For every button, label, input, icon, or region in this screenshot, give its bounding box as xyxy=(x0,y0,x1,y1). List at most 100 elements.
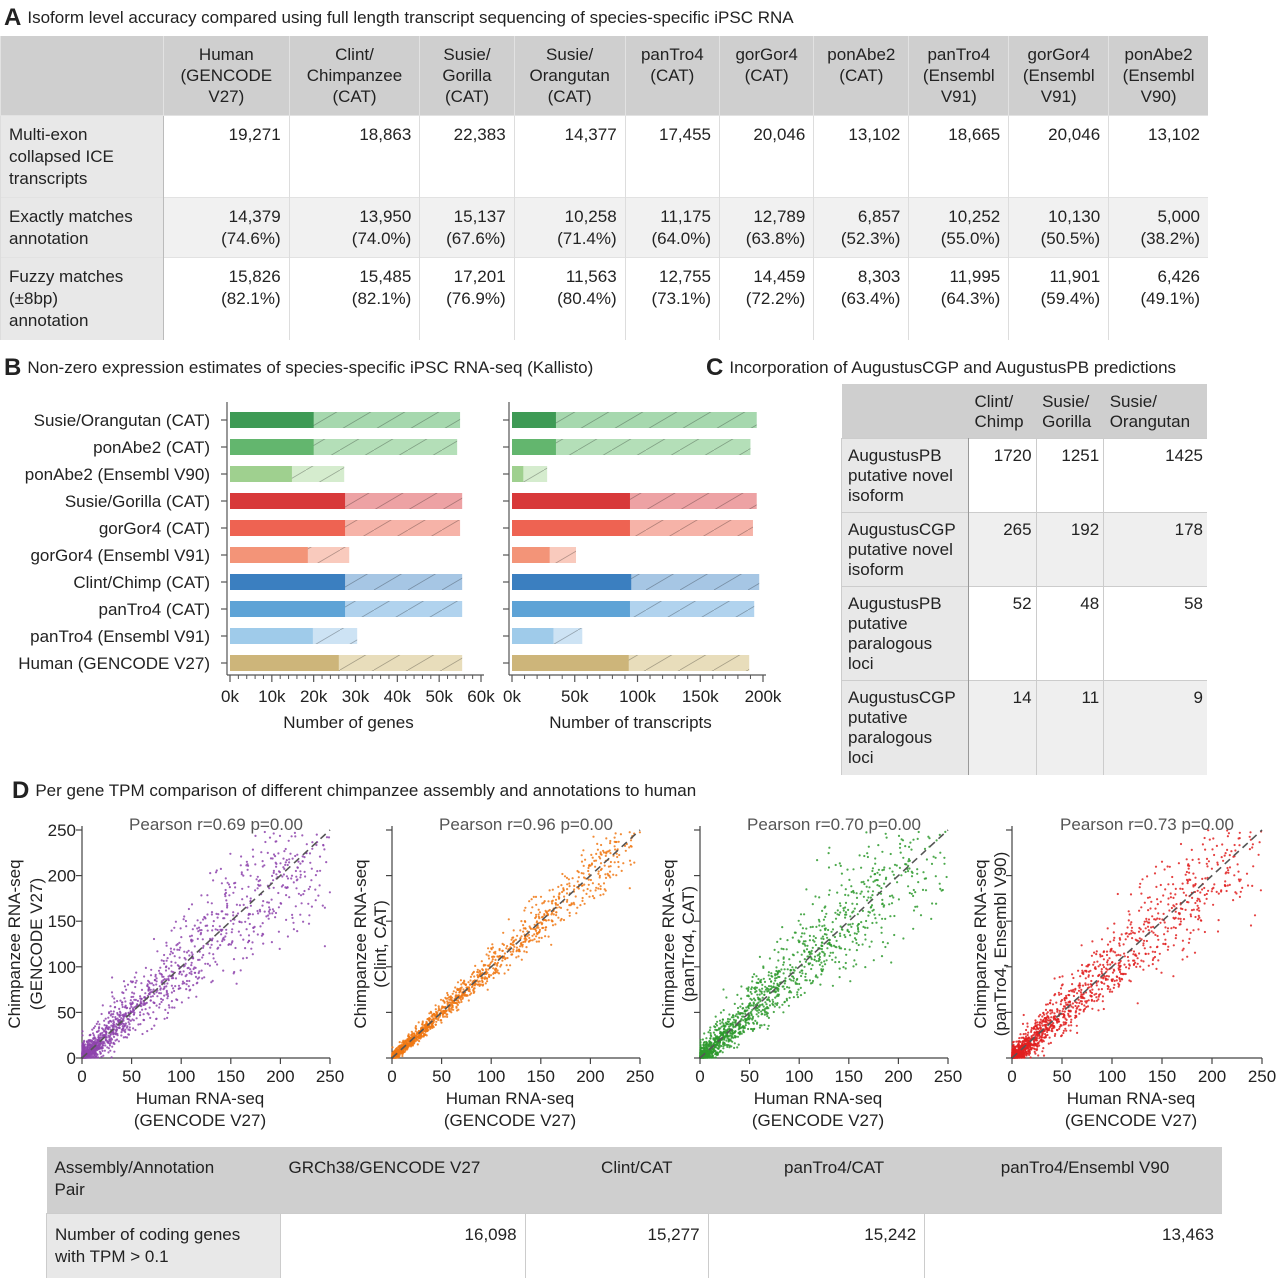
data-point xyxy=(839,862,841,864)
data-point xyxy=(194,972,196,974)
data-point xyxy=(760,1010,762,1012)
data-point xyxy=(835,956,837,958)
data-point xyxy=(300,874,302,876)
x-tick-label: 40k xyxy=(384,687,412,706)
data-point xyxy=(555,911,557,913)
data-point xyxy=(297,861,299,863)
bar-expressed xyxy=(512,628,553,644)
data-point xyxy=(215,871,217,873)
data-point xyxy=(485,970,487,972)
data-point xyxy=(229,853,231,855)
column-header-line: Clint/ xyxy=(975,392,1014,411)
data-point xyxy=(416,1033,418,1035)
data-point xyxy=(917,838,919,840)
data-point xyxy=(933,856,935,858)
data-point xyxy=(246,957,248,959)
data-point xyxy=(105,1026,107,1028)
data-point xyxy=(199,959,201,961)
data-point xyxy=(207,963,209,965)
data-point xyxy=(614,848,616,850)
data-point xyxy=(772,1001,774,1003)
data-point xyxy=(94,1040,96,1042)
data-point xyxy=(896,864,898,866)
bar-expressed xyxy=(512,439,556,455)
x-axis-label: Number of transcripts xyxy=(549,713,712,732)
data-point xyxy=(240,855,242,857)
data-point xyxy=(167,995,169,997)
data-point xyxy=(922,889,924,891)
row-header-line: loci xyxy=(848,654,874,673)
data-point xyxy=(116,1039,118,1041)
data-point xyxy=(166,997,168,999)
table-cell: 11 xyxy=(1036,681,1104,775)
data-point xyxy=(269,912,271,914)
data-point xyxy=(93,1054,95,1056)
data-point xyxy=(519,945,521,947)
data-point xyxy=(139,1014,141,1016)
data-point xyxy=(772,1004,774,1006)
data-point xyxy=(573,885,575,887)
data-point xyxy=(119,1000,121,1002)
data-point xyxy=(247,917,249,919)
data-point xyxy=(840,947,842,949)
data-point xyxy=(587,870,589,872)
data-point xyxy=(847,894,849,896)
data-point xyxy=(432,1025,434,1027)
data-point xyxy=(242,875,244,877)
data-point xyxy=(101,1047,103,1049)
data-point xyxy=(97,1049,99,1051)
data-point xyxy=(468,999,470,1001)
data-point xyxy=(295,870,297,872)
data-point xyxy=(732,1016,734,1018)
data-point xyxy=(285,848,287,850)
data-point xyxy=(786,986,788,988)
data-point xyxy=(815,926,817,928)
data-point xyxy=(543,902,545,904)
data-point xyxy=(868,846,870,848)
data-point xyxy=(555,899,557,901)
data-point xyxy=(248,940,250,942)
data-point xyxy=(272,908,274,910)
data-point xyxy=(809,979,811,981)
data-point xyxy=(111,991,113,993)
data-point xyxy=(803,913,805,915)
data-point xyxy=(553,913,555,915)
data-point xyxy=(118,1040,120,1042)
data-point xyxy=(98,1045,100,1047)
data-point xyxy=(467,981,469,983)
table-c-column-header: Susie/Orangutan xyxy=(1104,384,1207,439)
data-point xyxy=(316,870,318,872)
data-point xyxy=(81,1034,83,1036)
data-point xyxy=(557,917,559,919)
data-point xyxy=(889,867,891,869)
data-point xyxy=(486,980,488,982)
data-point xyxy=(170,965,172,967)
table-cell: 17,201(76.9%) xyxy=(420,258,514,340)
data-point xyxy=(441,1005,443,1007)
data-point xyxy=(525,938,527,940)
data-point xyxy=(763,1005,765,1007)
data-point xyxy=(426,1028,428,1030)
data-point xyxy=(440,1009,442,1011)
data-point xyxy=(285,861,287,863)
data-point xyxy=(462,988,464,990)
data-point xyxy=(576,907,578,909)
column-header-line: gorGor4 xyxy=(735,45,797,64)
data-point xyxy=(278,906,280,908)
data-point xyxy=(533,938,535,940)
data-point xyxy=(472,989,474,991)
x-tick-label: 0 xyxy=(387,1067,396,1086)
data-point xyxy=(282,884,284,886)
data-point xyxy=(295,887,297,889)
data-point xyxy=(935,875,937,877)
column-header-line: Gorilla xyxy=(1042,412,1091,431)
data-point xyxy=(81,1030,83,1032)
data-point xyxy=(110,1010,112,1012)
data-point xyxy=(742,1007,744,1009)
data-point xyxy=(97,1021,99,1023)
data-point xyxy=(853,892,855,894)
